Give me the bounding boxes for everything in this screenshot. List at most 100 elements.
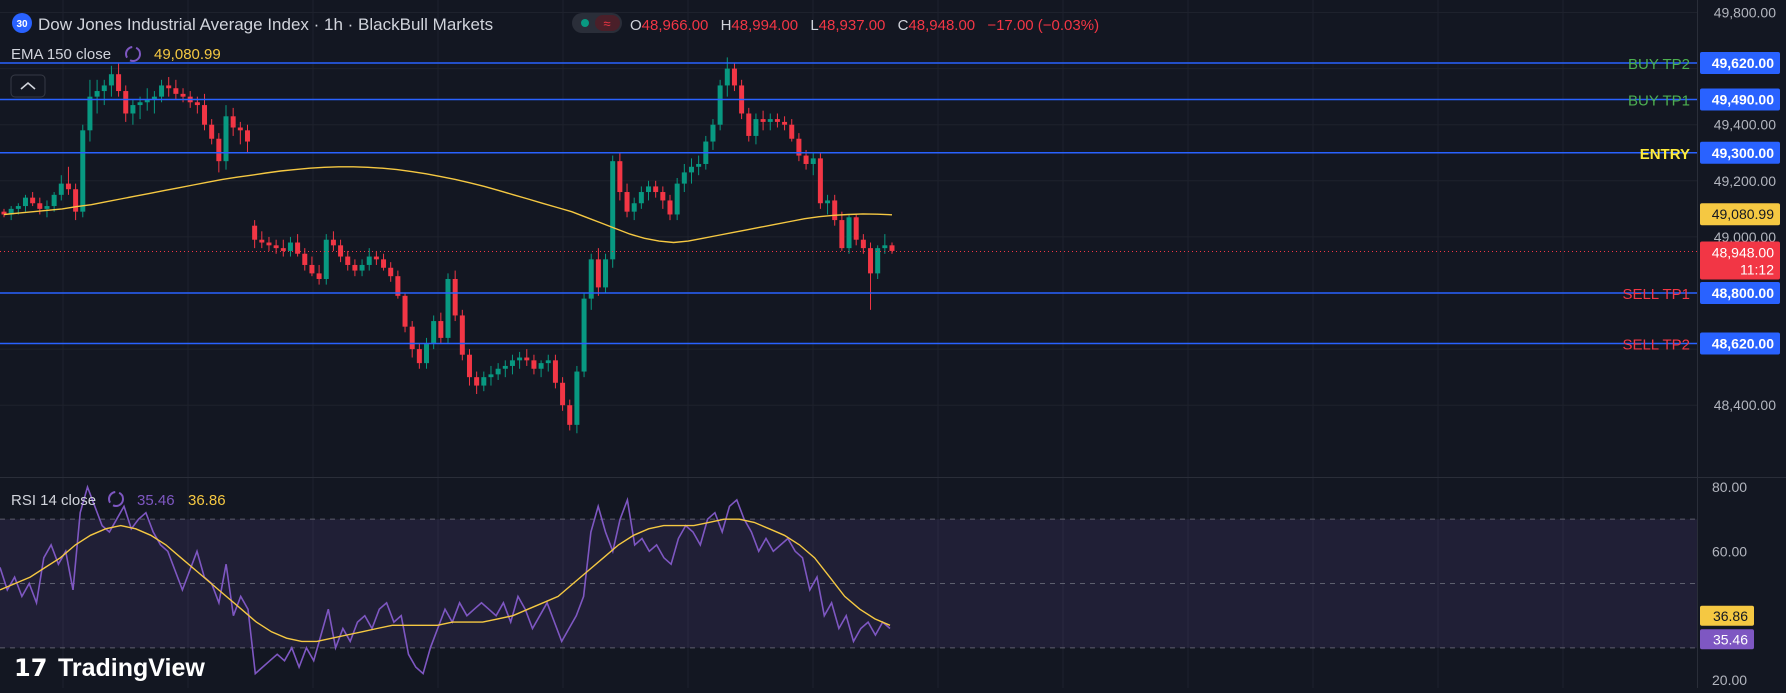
candle-body — [853, 217, 859, 240]
level-entry[interactable]: ENTRY 49,300.00 — [0, 141, 1780, 164]
candle-body — [1, 211, 7, 215]
candle — [588, 253, 594, 310]
level-price-text: 48,620.00 — [1712, 336, 1774, 352]
candle-body — [746, 113, 752, 136]
rsi-legend-label[interactable]: RSI 14 close — [11, 492, 96, 509]
candle — [624, 183, 630, 218]
tradingview-logo[interactable]: 𝟭𝟳 TradingView — [14, 654, 205, 682]
candle-body — [552, 360, 558, 383]
candle — [545, 354, 551, 372]
candle-body — [381, 259, 387, 268]
chevron-up-icon — [20, 81, 36, 90]
candle-body — [366, 256, 372, 265]
candle-body — [359, 264, 365, 271]
tradingview-logo-icon: 𝟭𝟳 — [14, 655, 47, 682]
candle-body — [166, 85, 172, 89]
symbol-title[interactable]: Dow Jones Industrial Average Index · 1h … — [38, 15, 493, 34]
candle — [151, 91, 157, 114]
candle-body — [438, 321, 444, 338]
candle — [80, 124, 86, 218]
candle-body — [216, 138, 222, 162]
candle-body — [338, 245, 344, 257]
rsi-ma-legend-value: 36.86 — [188, 492, 226, 509]
candle — [8, 206, 14, 221]
level-buy-tp1[interactable]: BUY TP1 49,490.00 — [0, 88, 1780, 111]
candle — [638, 186, 644, 209]
header-legend: 30 Dow Jones Industrial Average Index · … — [10, 13, 1099, 98]
candle-body — [116, 74, 122, 92]
last-price-tag — [1700, 241, 1780, 280]
candle-body — [237, 127, 243, 131]
candle-body — [560, 382, 566, 406]
candle-body — [538, 363, 544, 369]
candle — [731, 63, 737, 92]
rsi-tag — [1700, 629, 1754, 650]
candle-body — [846, 217, 852, 249]
candle-body — [875, 248, 881, 274]
candle — [459, 309, 465, 361]
price-tick-label: 49,400.00 — [1714, 117, 1776, 133]
candle-body — [860, 239, 866, 249]
candle — [646, 180, 652, 201]
candle — [166, 77, 172, 97]
level-price-text: 49,490.00 — [1712, 91, 1774, 107]
candle — [316, 264, 322, 285]
candle-body — [44, 206, 50, 209]
approx-icon: ≈ — [603, 16, 610, 31]
candle-body — [617, 161, 623, 193]
level-buy-tp2[interactable]: BUY TP2 49,620.00 — [0, 52, 1780, 74]
open-label: O — [630, 17, 642, 34]
level-price-tag — [1700, 332, 1780, 355]
candle-body — [287, 242, 293, 251]
candle-body — [868, 248, 874, 274]
candle — [853, 214, 859, 246]
candle-body — [80, 130, 86, 212]
level-label: SELL TP1 — [1622, 286, 1690, 303]
candle — [209, 119, 215, 145]
rsi-settings-icon[interactable] — [108, 491, 124, 507]
ema-line — [3, 166, 893, 244]
candle — [817, 152, 823, 209]
candle — [230, 107, 236, 136]
candle — [581, 293, 587, 378]
rsi-tick-label: 60.00 — [1712, 543, 1747, 559]
candle — [617, 152, 623, 201]
rsi-line — [0, 484, 891, 676]
candle-body — [137, 102, 143, 106]
candle — [767, 113, 773, 131]
candle-body — [803, 155, 809, 164]
candle-body — [230, 116, 236, 128]
candle-body — [774, 119, 780, 122]
candle-body — [323, 239, 329, 279]
candle-body — [123, 91, 129, 114]
candle — [674, 178, 680, 221]
candle-body — [101, 85, 107, 92]
candle-body — [244, 130, 250, 142]
candle-body — [839, 220, 845, 249]
collapse-legend-button[interactable] — [10, 74, 46, 98]
open-value: 48,966.00 — [642, 17, 709, 34]
candle — [796, 133, 802, 162]
candle-body — [15, 206, 21, 209]
candle-body — [180, 93, 186, 97]
candle-body — [424, 343, 430, 364]
candle-body — [667, 200, 673, 215]
candle-body — [73, 189, 79, 212]
candle-body — [209, 124, 215, 139]
candle-body — [545, 360, 551, 364]
price-axis[interactable]: 49,800.00 49,400.00 49,200.00 49,000.00 48,4… — [1700, 5, 1780, 688]
candle-body — [409, 326, 415, 350]
candle — [295, 234, 301, 257]
rsi-tick-label: 20.00 — [1712, 672, 1747, 688]
candle — [252, 220, 258, 249]
level-sell-tp1[interactable]: SELL TP1 48,800.00 — [0, 282, 1780, 305]
candle — [1, 208, 7, 218]
level-sell-tp2[interactable]: SELL TP2 48,620.00 — [0, 332, 1780, 355]
level-price-tag — [1700, 141, 1780, 164]
ema-legend-label[interactable]: EMA 150 close — [11, 46, 111, 63]
candle — [868, 242, 874, 310]
ema-settings-icon[interactable] — [125, 46, 141, 62]
candle-body — [309, 264, 315, 274]
